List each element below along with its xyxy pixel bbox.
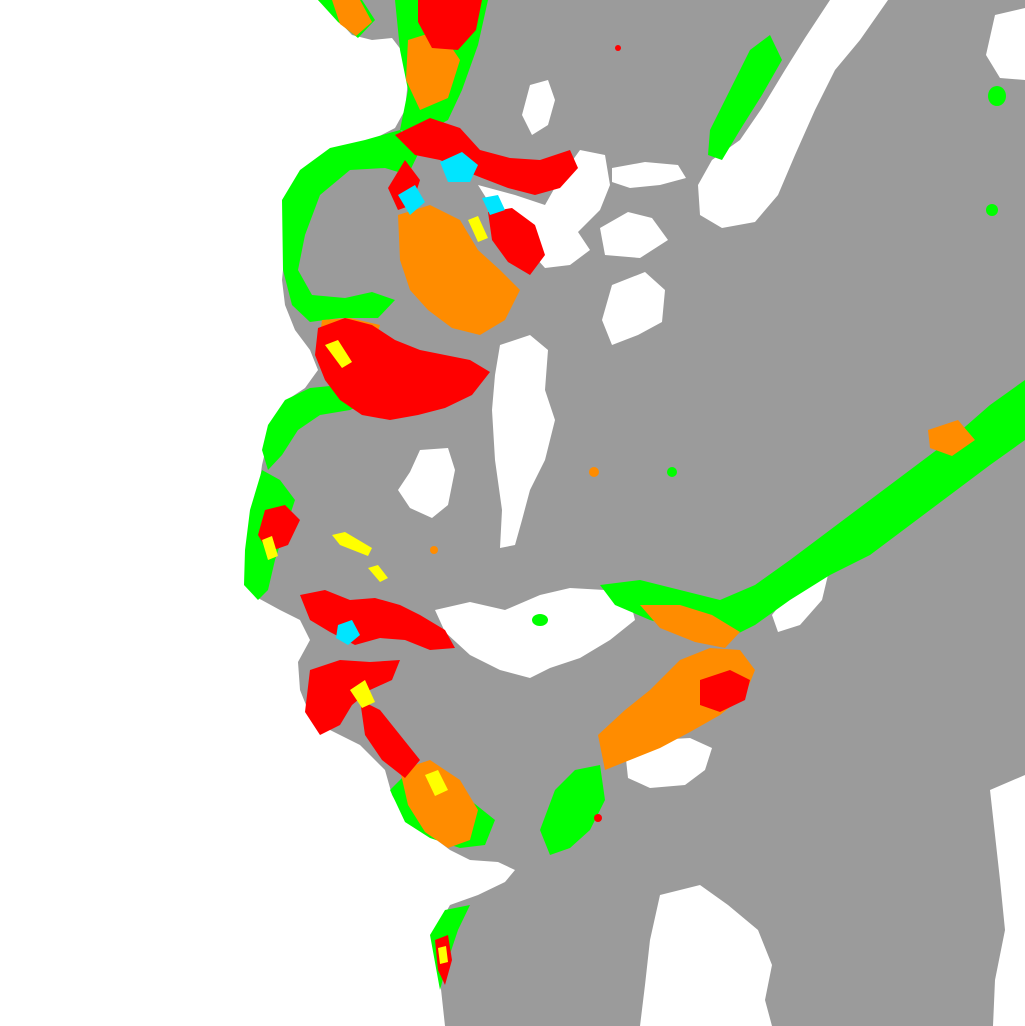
- orange-zone: [398, 205, 520, 335]
- cyan-patch: [482, 195, 505, 215]
- green-band: [262, 385, 372, 470]
- orange-zone: [332, 0, 372, 36]
- cyan-patch: [336, 620, 360, 645]
- green-band: [600, 380, 1025, 640]
- red-zone: [305, 660, 400, 735]
- yellow-class-layer: [262, 216, 488, 964]
- orange-spot: [430, 546, 438, 554]
- yellow-streak: [262, 536, 278, 560]
- red-zone: [700, 670, 750, 712]
- green-spot: [988, 86, 1006, 106]
- white-patch: [398, 448, 455, 518]
- white-patch: [522, 80, 555, 135]
- cyan-patch: [398, 185, 425, 215]
- white-patch: [600, 212, 668, 258]
- yellow-streak: [368, 565, 388, 582]
- white-patch: [478, 150, 610, 268]
- green-band: [540, 765, 605, 855]
- white-patch: [990, 775, 1025, 1026]
- orange-zone: [928, 420, 975, 456]
- white-patch: [772, 575, 828, 632]
- white-patch: [435, 588, 635, 678]
- green-band: [282, 130, 420, 322]
- red-zone: [488, 208, 545, 275]
- yellow-streak: [350, 680, 375, 708]
- yellow-streak: [468, 216, 488, 242]
- orange-zone: [640, 605, 740, 648]
- white-patch: [640, 885, 772, 1026]
- green-spot: [667, 467, 677, 477]
- orange-zone: [406, 30, 460, 110]
- cyan-class-layer: [336, 152, 505, 645]
- red-zone: [395, 118, 578, 195]
- red-zone: [360, 700, 420, 778]
- green-spot: [532, 614, 548, 626]
- red-zone: [315, 318, 490, 420]
- red-spot: [615, 45, 621, 51]
- white-patch: [602, 272, 665, 345]
- orange-zone: [400, 760, 478, 848]
- white-patch: [612, 162, 686, 188]
- red-spot: [594, 814, 602, 822]
- white-patch: [986, 8, 1025, 80]
- yellow-streak: [325, 340, 352, 368]
- red-zone: [418, 0, 482, 50]
- yellow-streak: [438, 946, 448, 964]
- green-band: [708, 35, 782, 160]
- cyan-patch: [440, 152, 478, 182]
- yellow-streak: [332, 532, 372, 556]
- white-patch: [698, 0, 888, 228]
- orange-spot: [589, 467, 599, 477]
- white-patch: [492, 335, 555, 548]
- yellow-streak: [425, 770, 448, 796]
- green-spot: [986, 204, 998, 216]
